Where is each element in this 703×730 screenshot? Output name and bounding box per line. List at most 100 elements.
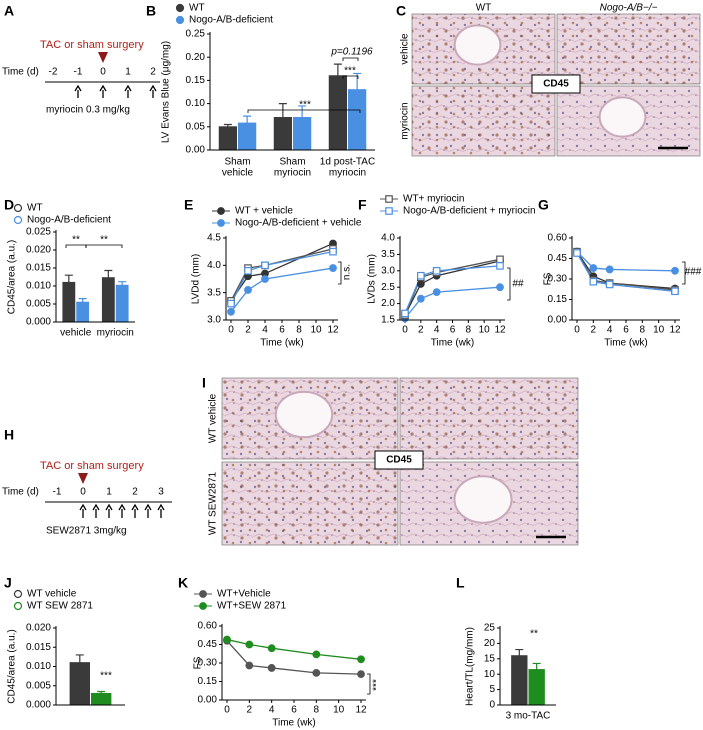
point [496, 255, 504, 264]
y-tick-label: 0.015 [26, 642, 51, 653]
vessel [274, 390, 334, 439]
series-line [404, 265, 501, 314]
time-tick-label: -1 [53, 487, 62, 498]
y-tick-label: 0.025 [26, 227, 51, 238]
panel-letter: I [202, 375, 206, 391]
bar [293, 117, 312, 151]
x-tick-label: 4 [269, 705, 275, 716]
bracket [507, 267, 511, 301]
x-tick-label: 12 [327, 325, 339, 336]
panel-letter: C [396, 3, 406, 19]
point [357, 655, 365, 664]
annotation: n.s. [342, 264, 353, 280]
bracket [247, 109, 361, 113]
stain-overlay [400, 378, 578, 459]
annotation: *** [299, 100, 311, 111]
bar [528, 669, 545, 706]
x-tick-label: 4 [434, 325, 440, 336]
bar [69, 662, 90, 706]
panel-letter: K [178, 575, 188, 591]
x-tick-label: 0 [402, 325, 408, 336]
point [199, 602, 207, 610]
row-label: myriocin [400, 102, 411, 139]
x-tick-label: 10 [653, 325, 665, 336]
y-tick-label: 0.05 [186, 121, 206, 132]
error-bar [333, 63, 342, 76]
y-axis-label: Heart/TL(mg/mm) [465, 627, 476, 706]
y-tick-label: 20 [484, 638, 496, 649]
x-tick-label: 4 [262, 325, 268, 336]
x-tick-label: vehicle [60, 328, 92, 339]
bracket [338, 261, 342, 285]
point [416, 280, 425, 288]
y-tick-label: 4.0 [381, 233, 395, 244]
y-tick-label: 0.020 [26, 623, 51, 634]
point [227, 307, 235, 316]
x-tick-label: 2 [591, 325, 597, 336]
y-axis-label: LVDs (mm) [367, 254, 378, 304]
x-tick-label: 10 [479, 325, 491, 336]
bar [76, 301, 90, 323]
y-tick-label: 0.000 [26, 700, 51, 711]
x-tick-label: Sham [279, 157, 305, 168]
bar [328, 75, 347, 151]
y-tick-label: 0.15 [186, 75, 206, 86]
y-tick-label: 4.5 [207, 233, 221, 244]
time-tick-label: -2 [49, 67, 58, 78]
series-line [576, 252, 676, 292]
row-label: WT vehicle [208, 393, 219, 443]
legend-label: WT SEW 2871 [27, 601, 93, 612]
legend-label: Nogo-A/B-deficient [189, 15, 273, 26]
y-tick-label: 25 [484, 623, 496, 634]
y-tick-label: 0.20 [186, 52, 206, 63]
time-tick-label: -1 [74, 67, 83, 78]
panel-letter: E [184, 197, 193, 213]
bar [238, 122, 257, 151]
dose-arrow [74, 84, 82, 98]
annotation: *** [372, 679, 383, 691]
x-tick-label: vehicle [222, 168, 254, 179]
y-tick-label: 3.5 [381, 249, 395, 260]
x-tick-label: 6 [279, 325, 285, 336]
x-tick-label: 12 [494, 325, 506, 336]
vessel [598, 96, 647, 138]
annotation: *** [100, 671, 112, 682]
point [573, 249, 581, 257]
legend-label: WT+ myriocin [403, 194, 464, 205]
stain-box [531, 74, 581, 94]
x-tick-label: 12 [669, 325, 681, 336]
y-tick-label: 0.010 [26, 661, 51, 672]
legend-label: Nogo-A/B-deficient [27, 215, 111, 226]
dose-arrow [79, 503, 87, 518]
x-tick-label: 6 [623, 325, 629, 336]
bracket [682, 261, 686, 285]
dose-arrow [92, 503, 100, 518]
row-label: vehicle [400, 33, 411, 65]
x-tick-label: 10 [333, 705, 345, 716]
series-line [576, 251, 676, 291]
x-tick-label: 0 [228, 325, 234, 336]
legend-label: WT+Vehicle [217, 589, 271, 600]
stain-overlay [412, 86, 555, 156]
point [417, 271, 425, 280]
dose-arrow [131, 503, 139, 518]
y-tick-label: 0.10 [186, 98, 206, 109]
x-tick-label: 2 [418, 325, 424, 336]
dose-arrow [124, 84, 132, 98]
legend-label: Nogo-A/B-deficient + myriocin [403, 206, 536, 217]
annotation: ** [530, 629, 538, 640]
time-tick-label: 2 [150, 67, 156, 78]
y-tick-label: 0.00 [186, 145, 206, 156]
y-axis-label: FS [543, 272, 554, 285]
y-tick-label: 0 [489, 700, 495, 711]
error-bar [118, 281, 127, 286]
axis-label: Time (d) [2, 67, 39, 78]
y-tick-label: 0.010 [26, 281, 51, 292]
x-tick-label: 0 [224, 705, 230, 716]
x-axis-label: Time (wk) [272, 718, 316, 729]
point [245, 640, 254, 649]
point [217, 207, 225, 215]
x-tick-label: 1d post-TAC [320, 157, 375, 168]
bar [348, 89, 367, 151]
legend-marker [13, 203, 23, 213]
